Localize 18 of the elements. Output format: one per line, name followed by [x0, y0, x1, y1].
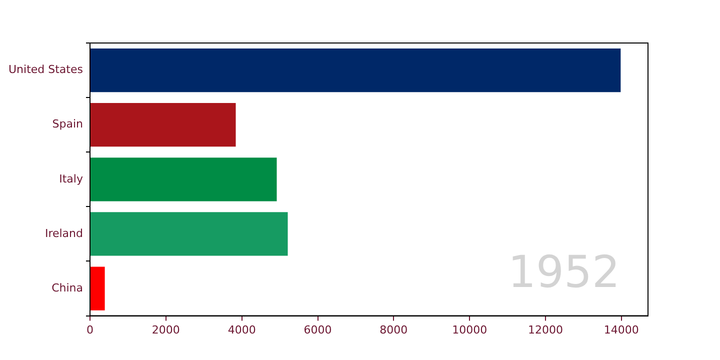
x-tick-label: 0: [86, 323, 94, 336]
y-tick-label: Ireland: [44, 226, 83, 240]
x-tick-label: 4000: [228, 323, 256, 336]
x-tick-label: 14000: [604, 323, 639, 336]
bar: [90, 48, 621, 92]
bar: [90, 158, 277, 202]
y-tick-label: Italy: [59, 172, 84, 186]
y-tick-label: China: [52, 281, 83, 294]
y-tick-label: Spain: [52, 118, 84, 131]
x-tick-label: 8000: [380, 323, 408, 336]
x-tick-label: 10000: [452, 323, 488, 336]
x-tick-label: 6000: [304, 323, 332, 336]
bar: [90, 103, 236, 147]
x-tick-label: 12000: [528, 323, 564, 336]
y-tick-label: United States: [8, 63, 84, 76]
x-tick-label: 2000: [152, 323, 180, 336]
bar: [90, 266, 105, 310]
bar: [90, 212, 288, 256]
